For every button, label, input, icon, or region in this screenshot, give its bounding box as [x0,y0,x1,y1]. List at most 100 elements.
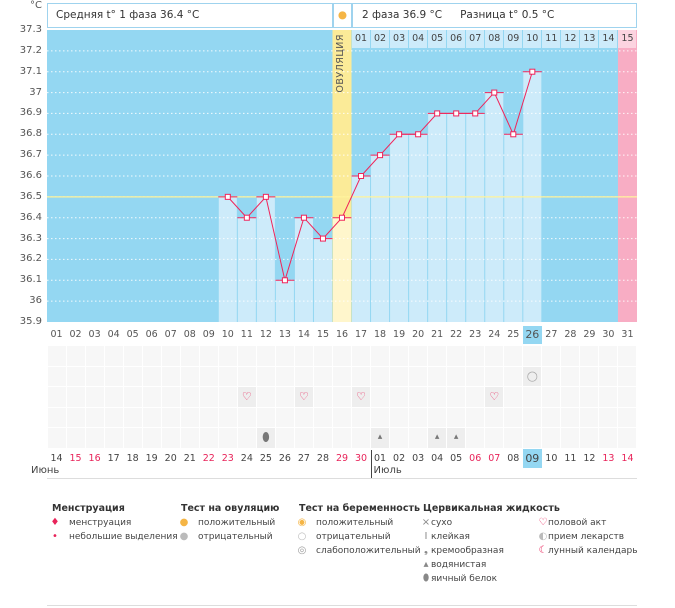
marker-cell[interactable] [161,387,180,407]
marker-cell[interactable] [199,387,218,407]
marker-cell[interactable] [256,346,275,366]
cycle-day-label[interactable]: 29 [583,329,596,340]
marker-cell[interactable] [561,387,580,407]
cycle-day-label[interactable]: 22 [450,329,463,340]
calendar-date[interactable]: 22 [202,453,215,464]
marker-cell[interactable] [409,428,428,448]
cycle-day-label[interactable]: 04 [107,329,120,340]
marker-cell[interactable] [199,407,218,428]
marker-cell[interactable] [104,387,123,407]
calendar-date[interactable]: 11 [564,453,577,464]
marker-cell[interactable] [313,428,332,448]
marker-cell[interactable] [542,387,561,407]
marker-cell[interactable] [580,407,599,428]
calendar-date[interactable]: 10 [545,453,558,464]
marker-cell[interactable] [142,407,161,428]
marker-cell[interactable] [237,366,256,387]
marker-cell[interactable] [466,346,485,366]
marker-cell[interactable] [275,366,294,387]
marker-cell[interactable] [218,346,237,366]
calendar-date[interactable]: 18 [126,453,139,464]
cycle-day-label[interactable]: 18 [374,329,387,340]
marker-cell[interactable] [580,366,599,387]
marker-cell[interactable] [504,428,523,448]
marker-cell[interactable] [218,387,237,407]
marker-cell[interactable] [580,387,599,407]
marker-cell[interactable] [218,366,237,387]
marker-cell[interactable] [618,407,637,428]
marker-cell[interactable] [313,346,332,366]
cycle-day-label[interactable]: 02 [69,329,82,340]
marker-cell[interactable] [85,407,104,428]
marker-cell[interactable] [599,387,618,407]
marker-cell[interactable] [256,407,275,428]
marker-cell[interactable] [599,428,618,448]
marker-cell[interactable] [85,387,104,407]
marker-cell[interactable] [332,366,351,387]
marker-cell[interactable] [123,346,142,366]
marker-cell[interactable] [466,366,485,387]
marker-cell[interactable] [352,428,371,448]
marker-cell[interactable] [199,428,218,448]
calendar-date[interactable]: 17 [107,453,120,464]
marker-cell[interactable] [237,428,256,448]
marker-cell[interactable] [47,407,66,428]
marker-cell[interactable] [66,346,85,366]
calendar-date[interactable]: 03 [412,453,425,464]
calendar-date[interactable]: 20 [164,453,177,464]
marker-cell[interactable] [618,387,637,407]
calendar-date[interactable]: 05 [450,453,463,464]
marker-cell[interactable] [66,407,85,428]
cycle-day-label[interactable]: 09 [202,329,215,340]
marker-cell[interactable] [313,407,332,428]
marker-cell[interactable] [104,407,123,428]
calendar-date[interactable]: 08 [507,453,520,464]
cycle-day-label[interactable]: 28 [564,329,577,340]
marker-cell[interactable] [390,387,409,407]
calendar-date[interactable]: 24 [240,453,253,464]
cycle-day-label[interactable]: 19 [393,329,406,340]
marker-cell[interactable] [447,346,466,366]
marker-cell[interactable] [332,387,351,407]
intercourse-icon[interactable]: ♡ [352,387,371,407]
cycle-day-label[interactable]: 14 [297,329,310,340]
marker-cell[interactable] [47,346,66,366]
marker-cell[interactable] [485,407,504,428]
marker-cell[interactable] [142,428,161,448]
marker-cell[interactable] [180,428,199,448]
calendar-date[interactable]: 16 [88,453,101,464]
cycle-day-label[interactable]: 06 [145,329,158,340]
marker-cell[interactable] [428,346,447,366]
marker-cell[interactable] [47,428,66,448]
egg-white-icon[interactable]: ⬮ [256,428,275,448]
marker-cell[interactable] [599,407,618,428]
marker-cell[interactable] [485,366,504,387]
calendar-date[interactable]: 14 [50,453,63,464]
marker-cell[interactable] [332,407,351,428]
marker-cell[interactable] [523,346,542,366]
cycle-day-label[interactable]: 15 [316,329,329,340]
marker-cell[interactable] [237,407,256,428]
marker-cell[interactable] [561,366,580,387]
watery-icon[interactable]: ▴ [428,428,447,448]
cycle-day-label[interactable]: 17 [354,329,368,340]
cycle-day-label[interactable]: 08 [183,329,196,340]
marker-cell[interactable] [332,346,351,366]
cycle-day-label[interactable]: 24 [488,329,501,340]
marker-cell[interactable] [390,346,409,366]
calendar-date[interactable]: 06 [469,453,482,464]
marker-cell[interactable] [47,387,66,407]
calendar-date[interactable]: 28 [316,453,329,464]
cycle-day-label[interactable]: 30 [602,329,615,340]
intercourse-icon[interactable]: ♡ [294,387,313,407]
marker-cell[interactable] [352,407,371,428]
marker-cell[interactable] [447,407,466,428]
marker-cell[interactable] [599,366,618,387]
marker-cell[interactable] [409,346,428,366]
marker-cell[interactable] [199,366,218,387]
calendar-date[interactable]: 09 [522,449,542,468]
calendar-date[interactable]: 01 [374,453,387,464]
marker-cell[interactable] [390,366,409,387]
marker-cell[interactable] [142,387,161,407]
marker-cell[interactable] [504,407,523,428]
